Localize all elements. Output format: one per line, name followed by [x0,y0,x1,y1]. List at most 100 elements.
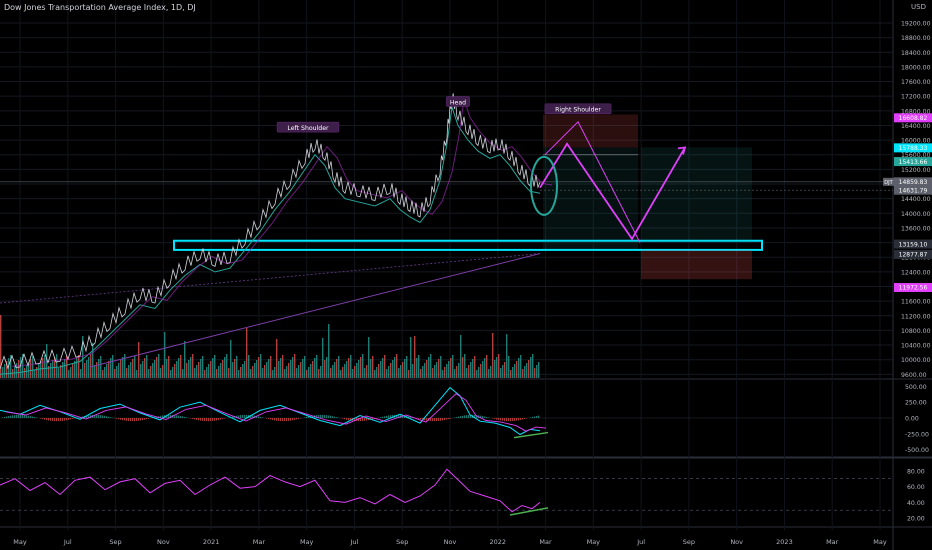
price-tick-label: 12400.00 [901,269,931,276]
volume-bar [280,358,282,378]
volume-bar [286,366,288,378]
macd-histogram-bar [242,414,244,418]
volume-bar [392,360,394,378]
volume-bar [398,368,400,378]
macd-histogram-bar [444,418,446,421]
volume-bar [108,361,110,378]
macd-histogram-bar [358,418,360,422]
volume-bar [214,355,216,378]
volume-bar [306,370,308,378]
macd-histogram-bar [58,418,60,422]
volume-bar [126,368,128,378]
volume-bar [250,369,252,378]
volume-bar [406,356,408,378]
volume-bar [166,359,168,378]
rsi-pane [0,468,893,516]
volume-bar [224,357,226,378]
price-series-layer [0,93,687,375]
volume-bar [240,367,242,378]
macd-histogram-bar [504,418,506,421]
volume-bar [484,358,486,378]
volume-bar [466,368,468,378]
volume-bar [164,332,166,378]
volume-bar [530,357,532,378]
volume-bar [158,354,160,378]
macd-tick-label: -250.00 [905,431,929,438]
macd-histogram-bar [448,418,450,420]
macd-histogram-bar [62,418,64,421]
volume-bar [404,359,406,378]
trendline [0,253,541,304]
macd-histogram-bar [6,416,8,418]
macd-histogram-bar [256,416,258,418]
macd-histogram-bar [258,416,260,418]
macd-histogram-bar [432,418,434,422]
volume-bar [228,368,230,378]
macd-histogram-bar [136,418,138,421]
highlight-ellipse [530,155,558,216]
macd-histogram-bar [202,418,204,421]
volume-bar [324,360,326,378]
volume-bar [486,355,488,378]
macd-histogram-bar [402,415,404,418]
macd-histogram-bar [322,414,324,418]
volume-bar [112,355,114,378]
macd-histogram-bar [486,416,488,418]
volume-bar [344,364,346,378]
volume-bar [252,366,254,378]
macd-histogram-bar [344,418,346,420]
volume-bar [416,358,418,378]
volume-bar [338,356,340,378]
macd-histogram-bar [124,418,126,421]
macd-histogram-bar [260,416,262,418]
volume-bar [536,365,538,378]
macd-histogram-bar [34,417,36,418]
x-tick-label: Mar [253,538,266,546]
macd-pane [0,386,893,439]
risk-box [641,249,752,280]
x-tick-label: 2021 [203,538,220,546]
volume-bar [430,354,432,378]
volume-bar [36,367,38,378]
ema-50-line [0,107,541,375]
macd-histogram-bar [250,415,252,418]
macd-histogram-bar [512,418,514,422]
volume-bar [156,357,158,378]
macd-histogram-bar [224,418,226,419]
volume-bar [402,362,404,378]
price-label: 14859.83 [899,179,928,186]
macd-histogram-bar [332,416,334,418]
macd-histogram-bar [288,418,290,421]
price-label-bg [894,143,932,153]
macd-histogram-bar [146,418,148,420]
macd-histogram-bar [296,418,298,420]
volume-bar [374,370,376,378]
volume-bar [502,365,504,378]
currency-label: USD [911,3,926,11]
macd-histogram-bar [286,418,288,422]
macd-histogram-bar [420,418,422,420]
price-tick-label: 9600.00 [901,372,927,379]
macd-histogram-bar [12,415,14,418]
volume-bar [136,370,138,378]
volume-bar [422,366,424,378]
macd-histogram-bar [298,418,300,419]
stop-box [543,114,638,148]
macd-histogram-bar [422,418,424,420]
volume-bar [256,360,258,378]
x-tick-label: Jul [350,538,359,546]
volume-bar [424,363,426,378]
macd-histogram-bar [282,418,284,422]
x-tick-label: Nov [730,538,743,546]
macd-histogram-bar [182,416,184,418]
macd-signal-line [5,393,547,432]
price-tick-label: 17200.00 [901,94,931,101]
volume-bar [188,360,190,378]
macd-histogram-bar [516,418,518,421]
macd-histogram-bar [184,416,186,418]
volume-bar [432,368,434,378]
volume-bar [534,368,536,378]
macd-histogram-bar [186,417,188,418]
volume-bar [508,356,510,378]
